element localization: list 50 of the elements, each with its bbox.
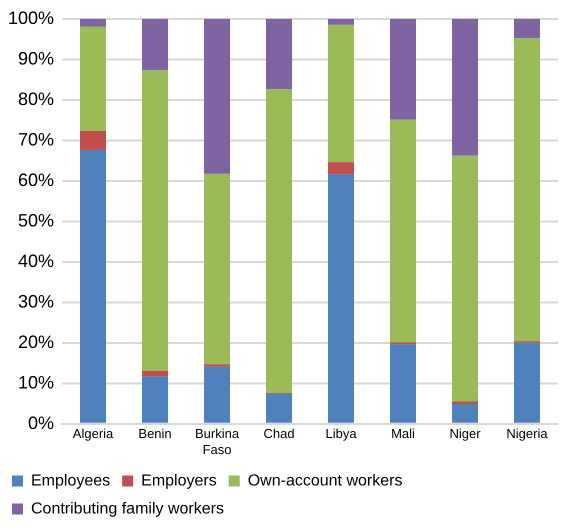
y-tick-label: 50% <box>18 210 54 230</box>
bar <box>266 18 292 90</box>
y-tick-label: 40% <box>18 250 54 271</box>
bar <box>452 404 478 423</box>
y-tick-label: 70% <box>18 129 54 150</box>
bar <box>514 18 540 38</box>
bar <box>328 18 354 25</box>
y-tick-label: 100% <box>8 8 54 28</box>
bar <box>390 18 416 120</box>
y-tick-label: 0% <box>28 412 54 433</box>
bar <box>142 18 168 70</box>
legend-label: Employees <box>31 472 110 490</box>
bar <box>80 26 106 131</box>
bar <box>80 18 106 26</box>
bar <box>452 18 478 156</box>
x-tick-label: Chad <box>263 426 295 442</box>
y-tick-label: 60% <box>18 170 54 190</box>
bar <box>266 394 292 423</box>
x-tick-label: Benin <box>138 426 172 442</box>
bar <box>142 370 168 376</box>
bar <box>328 24 354 162</box>
bar <box>266 89 292 394</box>
x-tick-label: Libya <box>325 426 358 442</box>
bar <box>142 376 168 423</box>
bar <box>452 156 478 402</box>
y-tick-label: 90% <box>18 48 54 68</box>
bar <box>390 120 416 342</box>
legend-label: Employers <box>141 472 217 490</box>
y-tick-label: 10% <box>18 372 54 392</box>
x-tick-label: Nigeria <box>506 426 548 442</box>
bar <box>514 38 540 342</box>
x-tick-label: Burkina Faso <box>194 426 240 457</box>
bar <box>328 162 354 174</box>
bar <box>204 366 230 423</box>
x-tick-label: Mali <box>391 426 416 442</box>
y-tick-label: 80% <box>18 88 54 109</box>
x-tick-label: Algeria <box>72 426 114 442</box>
bar <box>328 174 354 423</box>
bar <box>514 342 540 423</box>
bar <box>390 344 416 423</box>
legend-label: Own-account workers <box>248 472 402 490</box>
bar <box>142 70 168 371</box>
bar <box>204 174 230 364</box>
bar <box>80 130 106 150</box>
legend-label: Contributing family workers <box>31 500 224 518</box>
x-tick-label: Niger <box>449 426 482 442</box>
y-tick-label: 30% <box>18 291 54 312</box>
bar <box>204 18 230 174</box>
bar <box>80 150 106 423</box>
y-tick-label: 20% <box>18 332 54 352</box>
